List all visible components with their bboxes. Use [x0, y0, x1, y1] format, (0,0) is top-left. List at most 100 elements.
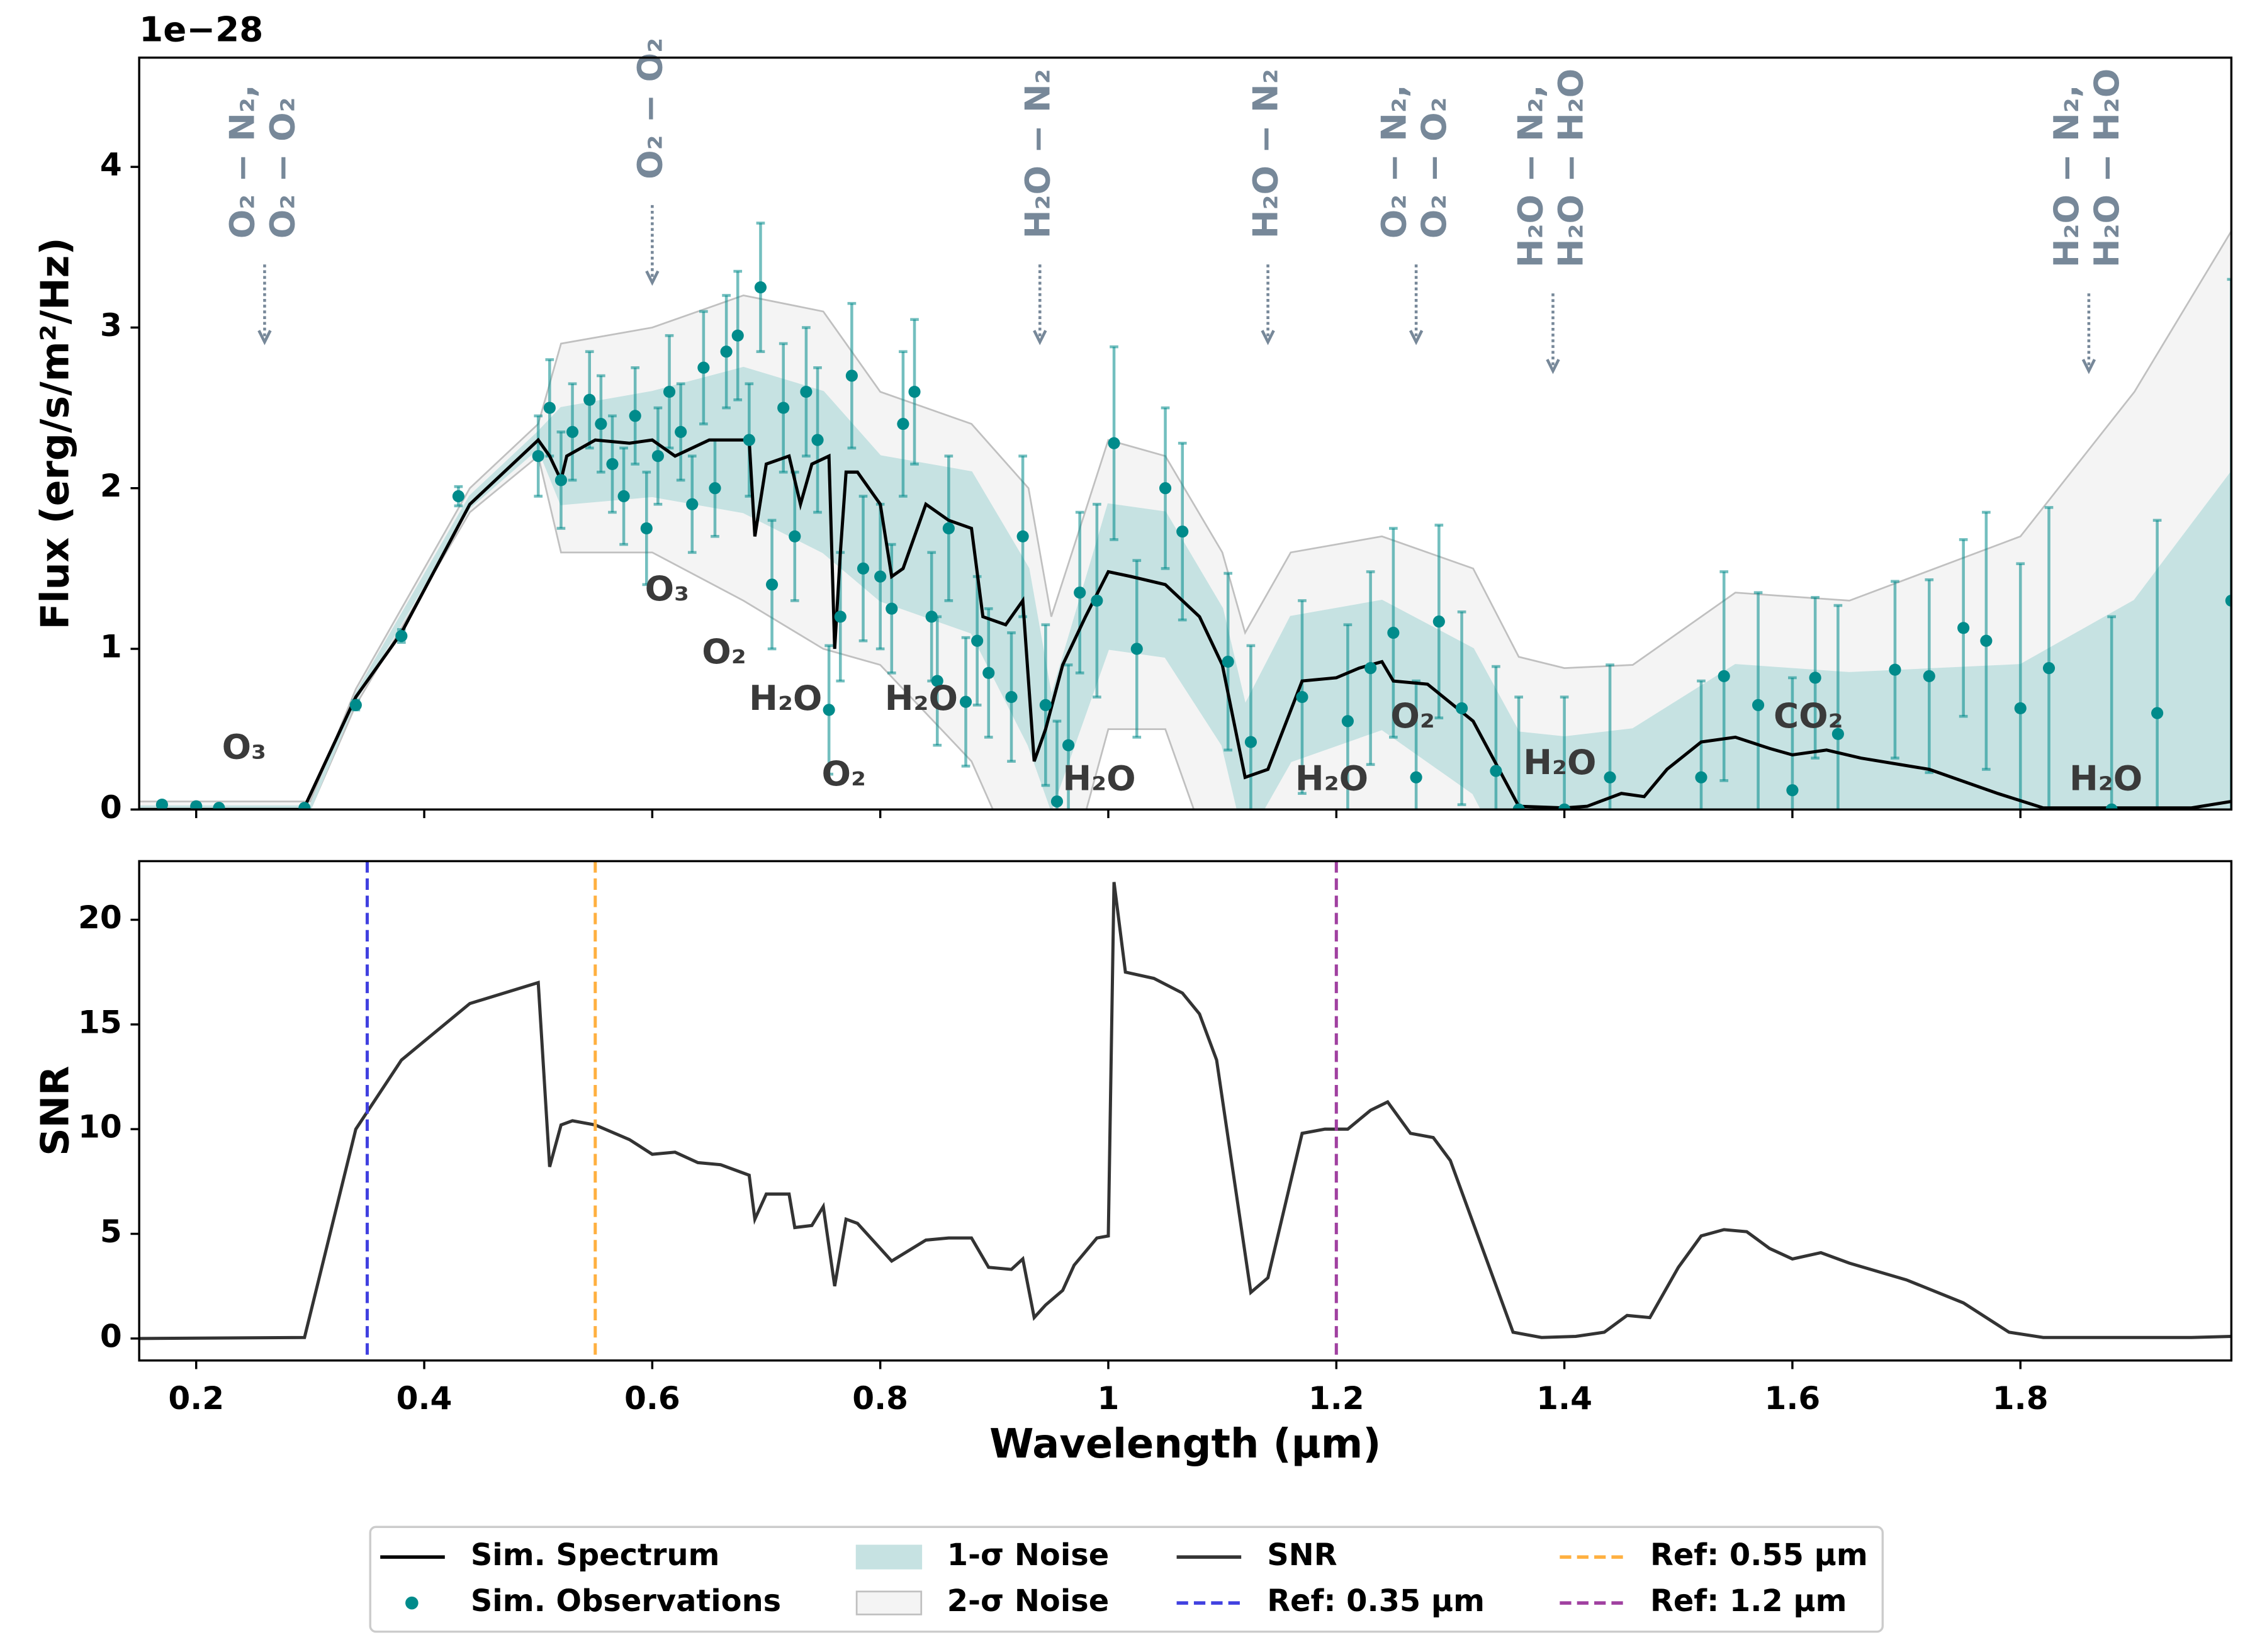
observation-point — [617, 490, 630, 503]
observation-point — [629, 410, 641, 422]
observation-point — [777, 402, 790, 414]
observation-point — [1341, 715, 1354, 728]
observation-point — [731, 329, 744, 342]
legend-label: 2-σ Noise — [947, 1584, 1109, 1619]
observation-point — [1809, 671, 1821, 684]
annotation-text: H₂O − H₂O — [1551, 69, 1591, 267]
y-tick-label: 15 — [78, 1003, 122, 1040]
observation-point — [2105, 803, 2118, 810]
observation-point — [765, 578, 779, 591]
molecule-label: O₂ — [702, 631, 746, 671]
molecule-label: H₂O — [749, 678, 822, 718]
spectrum-line — [139, 437, 2232, 810]
legend-label: Sim. Spectrum — [471, 1538, 720, 1573]
observation-point — [942, 522, 955, 535]
annotation-arrowhead — [2081, 359, 2096, 374]
molecule-label: H₂O — [1523, 742, 1596, 782]
legend-label: Sim. Observations — [471, 1584, 781, 1619]
observation-point — [651, 450, 664, 463]
observation-point — [1016, 530, 1029, 542]
observation-point — [686, 498, 699, 510]
observation-point — [754, 281, 767, 294]
legend-label: Ref: 1.2 µm — [1650, 1584, 1847, 1619]
observation-point — [1050, 795, 1064, 808]
observation-point — [1005, 691, 1018, 704]
x-tick-label: 0.4 — [397, 1379, 453, 1417]
observation-point — [1364, 662, 1377, 675]
observation-point — [1222, 655, 1234, 668]
molecule-label: O₃ — [645, 568, 689, 609]
annotation-text: H₂O − H₂O — [2086, 69, 2127, 267]
annotation-arrowhead — [1261, 330, 1275, 346]
observation-point — [925, 610, 938, 623]
legend-frame — [369, 1526, 1884, 1633]
observation-point — [190, 800, 203, 810]
legend-swatch — [855, 1544, 923, 1570]
annotation-arrowhead — [1546, 359, 1560, 374]
observation-point — [834, 610, 847, 623]
legend-label: SNR — [1267, 1538, 1337, 1573]
observation-point — [931, 675, 943, 687]
y-tick-label: 3 — [100, 306, 122, 344]
observation-point — [543, 402, 556, 414]
observation-point — [1831, 728, 1844, 740]
observation-point — [874, 570, 887, 583]
observation-point — [1159, 482, 1172, 495]
observation-point — [1410, 771, 1422, 784]
legend-label: Ref: 0.35 µm — [1267, 1584, 1485, 1619]
observation-point — [982, 666, 995, 679]
observation-point — [1074, 587, 1086, 599]
observation-point — [1786, 784, 1799, 797]
x-tick-label: 0.8 — [852, 1379, 908, 1417]
y-tick-label: 5 — [100, 1213, 122, 1250]
observation-point — [554, 474, 568, 486]
molecule-label: H₂O — [1062, 758, 1135, 798]
observation-point — [1558, 803, 1571, 810]
x-tick-label: 0.6 — [624, 1379, 680, 1417]
molecule-label: O₂ — [1390, 695, 1434, 736]
observation-point — [155, 799, 168, 810]
annotation-text: O₂ − O₂ — [262, 97, 302, 239]
plot-area — [139, 861, 2232, 1361]
observation-point — [213, 802, 225, 810]
observation-point — [1604, 771, 1616, 784]
observation-point — [1091, 594, 1103, 607]
molecule-label: O₃ — [222, 727, 266, 767]
observation-point — [566, 425, 579, 438]
axes-frame — [138, 56, 2233, 811]
observation-point — [1387, 626, 1400, 639]
observation-point — [1176, 525, 1189, 538]
observation-point — [908, 385, 921, 398]
annotation-text: O₂ − O₂ — [629, 38, 670, 179]
observation-point — [743, 434, 755, 446]
observation-point — [2042, 662, 2056, 675]
molecule-label: O₂ — [821, 753, 865, 794]
observation-point — [1718, 670, 1730, 682]
observation-point — [720, 346, 733, 358]
observation-point — [1039, 699, 1052, 711]
observation-point — [2225, 594, 2232, 607]
observation-point — [2014, 702, 2027, 715]
molecule-label: H₂O — [2069, 758, 2142, 798]
observation-point — [1455, 702, 1468, 715]
offset-label: 1e−28 — [139, 9, 263, 50]
annotation-text: H₂O − N₂ — [1017, 69, 1057, 239]
observation-point — [697, 361, 710, 374]
observation-point — [675, 425, 687, 438]
observation-point — [583, 393, 596, 406]
plot-area — [139, 222, 2232, 810]
observation-point — [595, 418, 607, 430]
annotation-text: O₂ − N₂, — [1373, 84, 1414, 239]
observation-point — [452, 490, 464, 503]
observation-point — [532, 450, 544, 463]
noise-band — [139, 229, 2232, 810]
y-tick-label: 10 — [78, 1108, 122, 1145]
annotation-arrowhead — [257, 330, 272, 346]
annotation-arrowhead — [645, 270, 660, 286]
annotation-arrowhead — [1033, 330, 1047, 346]
observation-point — [349, 699, 362, 711]
observation-point — [1490, 765, 1502, 777]
